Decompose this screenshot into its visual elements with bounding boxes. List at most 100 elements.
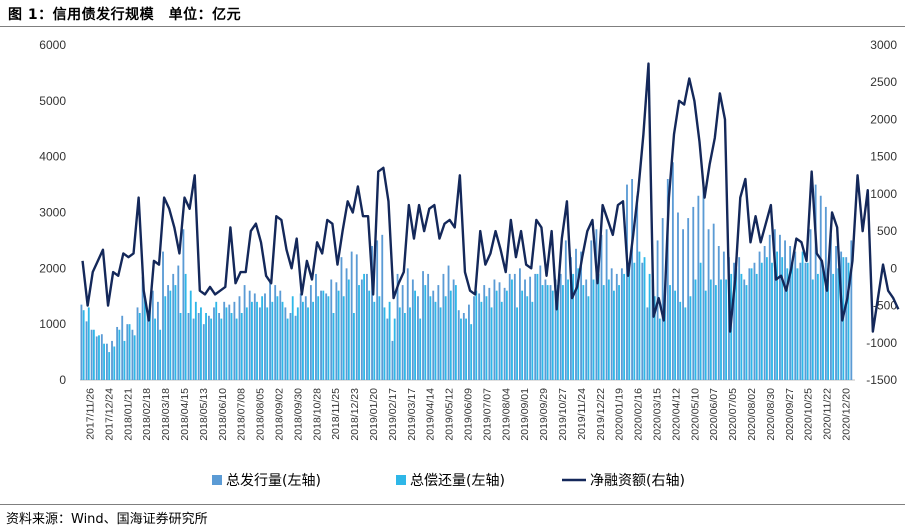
issuance-bar bbox=[575, 248, 577, 380]
repayment-bar bbox=[755, 273, 758, 380]
issuance-bar bbox=[809, 229, 812, 380]
repayment-bar bbox=[434, 301, 437, 380]
repayment-bar bbox=[159, 329, 162, 380]
issuance-bar bbox=[605, 229, 608, 380]
issuance-bar bbox=[636, 195, 639, 380]
issuance-bar bbox=[411, 279, 414, 380]
right-axis-tick-label: 1500 bbox=[870, 150, 897, 164]
issuance-bar bbox=[146, 313, 149, 380]
issuance-bar bbox=[554, 279, 557, 380]
issuance-bar bbox=[177, 265, 180, 380]
issuance-bar bbox=[830, 234, 832, 380]
repayment-bar bbox=[806, 262, 809, 380]
issuance-bar bbox=[722, 251, 725, 380]
issuance-bar bbox=[819, 195, 822, 380]
issuance-bar bbox=[768, 234, 771, 380]
issuance-bar bbox=[610, 268, 613, 380]
repayment-bar bbox=[699, 262, 702, 380]
repayment-bar bbox=[230, 313, 233, 380]
issuance-bar bbox=[182, 229, 185, 380]
issuance-bar bbox=[371, 246, 373, 380]
repayment-bar bbox=[215, 301, 218, 380]
issuance-bar bbox=[218, 313, 221, 380]
issuance-bar bbox=[666, 179, 669, 380]
right-axis-tick-label: 0 bbox=[890, 261, 897, 275]
issuance-bar bbox=[325, 293, 328, 380]
repayment-bar bbox=[516, 307, 518, 380]
issuance-bar bbox=[758, 251, 761, 380]
x-tick-label: 2017/12/24 bbox=[103, 388, 115, 441]
repayment-bar bbox=[546, 285, 549, 380]
issuance-bar bbox=[320, 290, 322, 380]
issuance-bar bbox=[733, 262, 735, 380]
left-axis-tick-label: 6000 bbox=[39, 38, 66, 52]
repayment-bar bbox=[679, 301, 682, 380]
line-layer bbox=[81, 62, 900, 333]
repayment-bar bbox=[266, 307, 269, 380]
x-tick-label: 2020/09/27 bbox=[784, 388, 796, 441]
repayment-bar bbox=[801, 251, 804, 380]
repayment-bar bbox=[103, 343, 105, 380]
issuance-bar bbox=[824, 206, 827, 380]
repayment-bar bbox=[409, 307, 411, 380]
issuance-bar bbox=[753, 262, 756, 380]
issuance-bar bbox=[779, 234, 781, 380]
repayment-bar bbox=[256, 301, 258, 380]
issuance-bar bbox=[473, 296, 475, 380]
issuance-bar bbox=[524, 279, 526, 380]
figure-title: 图 1：信用债发行规模 单位：亿元 bbox=[8, 7, 242, 23]
issuance-bar bbox=[712, 223, 715, 380]
issuance-bar bbox=[279, 290, 282, 380]
x-tick-label: 2020/06/07 bbox=[708, 388, 720, 441]
x-tick-label: 2019/08/04 bbox=[500, 388, 512, 441]
repayment-bar bbox=[363, 273, 366, 380]
issuance-bar bbox=[223, 301, 226, 380]
repayment-bar bbox=[342, 296, 345, 380]
repayment-bar bbox=[128, 324, 131, 380]
repayment-bar bbox=[669, 285, 671, 380]
issuance-bar bbox=[493, 279, 496, 380]
issuance-bar bbox=[646, 307, 649, 380]
repayment-bar bbox=[505, 290, 508, 380]
repayment-bar bbox=[587, 296, 590, 380]
repayment-bar bbox=[495, 290, 498, 380]
issuance-bar bbox=[702, 184, 705, 380]
issuance-bar bbox=[671, 162, 674, 380]
issuance-bar bbox=[529, 276, 532, 380]
x-tick-label: 2019/06/09 bbox=[463, 388, 475, 441]
issuance-bar bbox=[835, 246, 837, 380]
repayment-bar bbox=[398, 307, 401, 380]
repayment-bar bbox=[301, 301, 304, 380]
repayment-bar bbox=[511, 279, 513, 380]
issuance-bar bbox=[151, 290, 154, 380]
issuance-bar bbox=[687, 218, 690, 380]
repayment-bar bbox=[87, 307, 90, 380]
repayment-bar bbox=[720, 279, 722, 380]
legend-label: 净融资额(右轴) bbox=[590, 473, 685, 489]
repayment-bar bbox=[725, 279, 728, 380]
repayment-bar bbox=[760, 262, 763, 380]
issuance-bar bbox=[401, 285, 404, 380]
repayment-bar bbox=[189, 290, 192, 380]
repayment-bar bbox=[602, 285, 605, 380]
repayment-bar bbox=[368, 290, 371, 380]
repayment-bar bbox=[225, 307, 228, 380]
issuance-bar bbox=[845, 257, 848, 380]
x-tick-label: 2018/04/15 bbox=[179, 388, 191, 441]
x-tick-label: 2018/02/18 bbox=[141, 388, 153, 441]
repayment-bar bbox=[556, 285, 559, 380]
repayment-bar bbox=[597, 273, 600, 380]
issuance-bar bbox=[350, 251, 353, 380]
issuance-bar bbox=[422, 271, 424, 380]
issuance-bar bbox=[468, 304, 470, 380]
issuance-bar bbox=[172, 273, 175, 380]
issuance-bar bbox=[396, 273, 399, 380]
issuance-bar bbox=[738, 257, 741, 380]
repayment-bar bbox=[414, 290, 416, 380]
issuance-bar bbox=[238, 296, 241, 380]
issuance-bar bbox=[508, 273, 511, 380]
repayment-bar bbox=[674, 290, 677, 380]
x-tick-label: 2020/12/20 bbox=[841, 388, 853, 441]
issuance-bar bbox=[569, 257, 572, 380]
repayment-bar bbox=[592, 279, 595, 380]
